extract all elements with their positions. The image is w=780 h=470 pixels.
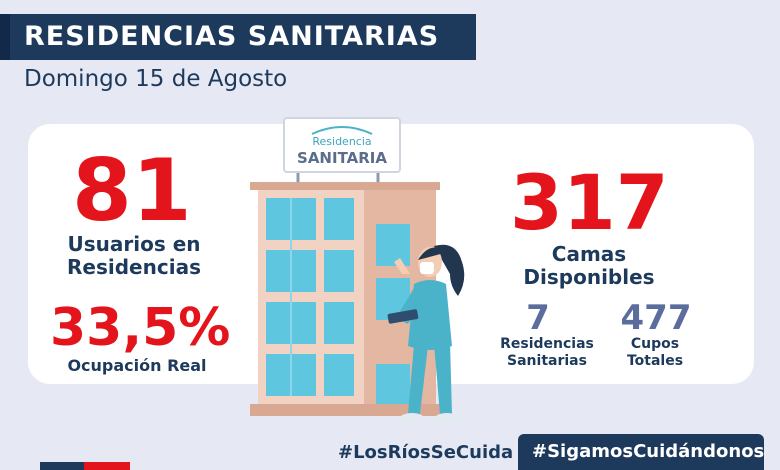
residences-label: Residencias Sanitarias bbox=[494, 336, 600, 370]
residence-building-illustration: Residencia SANITARIA bbox=[250, 117, 465, 423]
hashtag-sigamos: #SigamosCuidándonos bbox=[532, 441, 765, 462]
residences-label-line-1: Residencias bbox=[500, 336, 594, 352]
capacity-label-line-2: Totales bbox=[626, 352, 684, 369]
residences-label-line-2: Sanitarias bbox=[507, 352, 587, 369]
occupancy-percent: 33,5% bbox=[50, 298, 231, 358]
residence-sign: Residencia SANITARIA bbox=[283, 117, 401, 188]
date-subtitle: Domingo 15 de Agosto bbox=[24, 66, 288, 92]
hashtag-box: #SigamosCuidándonos bbox=[518, 434, 764, 470]
capacity-label: Cupos Totales bbox=[610, 336, 700, 370]
residences-count: 7 bbox=[526, 298, 550, 338]
users-label-line-2: Residencias bbox=[67, 255, 201, 279]
sign-line-2: SANITARIA bbox=[297, 149, 387, 167]
users-count: 81 bbox=[72, 141, 192, 241]
beds-count: 317 bbox=[510, 158, 669, 247]
users-label: Usuarios en Residencias bbox=[54, 233, 214, 279]
nurse-figure bbox=[387, 244, 465, 423]
flag-stripe-red bbox=[84, 462, 130, 470]
occupancy-label: Ocupación Real bbox=[67, 356, 207, 375]
sign-line-1: Residencia bbox=[312, 135, 371, 148]
flag-stripe-navy bbox=[40, 462, 84, 470]
capacity-count: 477 bbox=[620, 298, 692, 338]
users-label-line-1: Usuarios en bbox=[67, 232, 201, 256]
capacity-label-line-1: Cupos bbox=[630, 336, 680, 352]
page-title: RESIDENCIAS SANITARIAS bbox=[24, 21, 440, 52]
title-banner: RESIDENCIAS SANITARIAS bbox=[0, 14, 476, 60]
beds-label: Camas Disponibles bbox=[523, 242, 655, 289]
hashtag-los-rios: #LosRíosSeCuida bbox=[338, 442, 514, 463]
